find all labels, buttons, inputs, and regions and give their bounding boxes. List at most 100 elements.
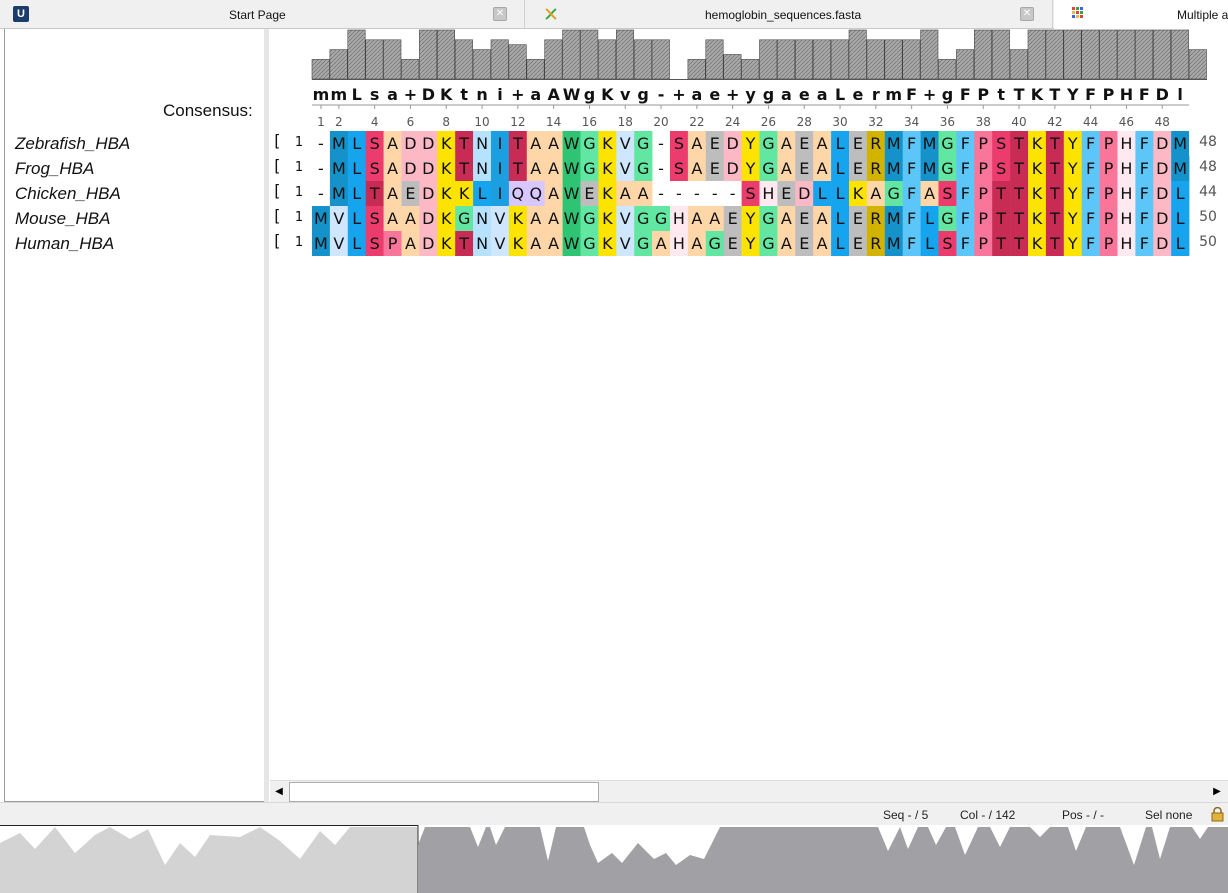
residue-cell[interactable] (508, 231, 528, 256)
residue-cell[interactable] (652, 206, 671, 231)
lock-icon[interactable] (1211, 807, 1224, 822)
residue-cell[interactable] (598, 156, 617, 181)
residue-cell[interactable] (938, 206, 957, 231)
residue-cell[interactable] (419, 231, 438, 256)
residue-cell[interactable] (616, 181, 635, 206)
residue-cell[interactable] (813, 206, 832, 231)
residue-cell[interactable] (849, 156, 868, 181)
residue-cell[interactable] (419, 181, 438, 206)
residue-cell[interactable] (920, 131, 939, 156)
residue-cell[interactable] (777, 206, 796, 231)
residue-cell[interactable] (1117, 181, 1136, 206)
residue-cell[interactable] (1099, 206, 1118, 231)
residue-cell[interactable] (670, 156, 689, 181)
residue-cell[interactable] (491, 181, 510, 206)
residue-cell[interactable] (1153, 231, 1172, 256)
residue-cell[interactable] (544, 181, 563, 206)
residue-cell[interactable] (1081, 206, 1100, 231)
residue-cell[interactable] (1063, 206, 1082, 231)
residue-cell[interactable] (419, 131, 438, 156)
residue-cell[interactable] (1081, 131, 1100, 156)
residue-cell[interactable] (598, 231, 617, 256)
residue-cell[interactable] (795, 231, 814, 256)
residue-cell[interactable] (920, 156, 939, 181)
residue-cell[interactable] (455, 181, 474, 206)
residue-cell[interactable] (759, 231, 778, 256)
residue-cell[interactable] (1135, 231, 1154, 256)
residue-cell[interactable] (920, 231, 939, 256)
residue-cell[interactable] (1028, 231, 1047, 256)
residue-cell[interactable] (705, 131, 724, 156)
residue-cell[interactable] (347, 156, 366, 181)
residue-cell[interactable] (383, 156, 402, 181)
residue-cell[interactable] (849, 206, 868, 231)
residue-cell[interactable] (759, 181, 778, 206)
residue-cell[interactable] (687, 231, 707, 256)
residue-cell[interactable] (616, 206, 635, 231)
residue-cell[interactable] (437, 156, 456, 181)
residue-cell[interactable] (616, 231, 635, 256)
residue-cell[interactable] (974, 131, 993, 156)
residue-cell[interactable] (1171, 131, 1190, 156)
residue-cell[interactable] (938, 231, 957, 256)
residue-cell[interactable] (974, 206, 993, 231)
residue-cell[interactable] (455, 206, 474, 231)
residue-cell[interactable] (938, 156, 957, 181)
residue-cell[interactable] (419, 206, 438, 231)
residue-cell[interactable] (902, 231, 921, 256)
residue-cell[interactable] (813, 231, 832, 256)
residue-cell[interactable] (526, 156, 545, 181)
residue-cell[interactable] (1028, 131, 1047, 156)
close-icon[interactable]: ✕ (493, 7, 507, 21)
residue-cell[interactable] (526, 206, 545, 231)
residue-cell[interactable] (1045, 156, 1065, 181)
residue-cell[interactable] (884, 156, 903, 181)
residue-cell[interactable] (1117, 206, 1136, 231)
residue-cell[interactable] (759, 131, 778, 156)
residue-cell[interactable] (974, 156, 993, 181)
residue-cell[interactable] (884, 181, 903, 206)
residue-cell[interactable] (419, 156, 438, 181)
residue-cell[interactable] (759, 206, 778, 231)
residue-cell[interactable] (884, 131, 903, 156)
residue-cell[interactable] (777, 231, 796, 256)
residue-cell[interactable] (455, 156, 474, 181)
residue-cell[interactable] (813, 131, 832, 156)
residue-cell[interactable] (508, 206, 528, 231)
residue-cell[interactable] (455, 231, 474, 256)
residue-cell[interactable] (491, 131, 510, 156)
residue-cell[interactable] (1171, 156, 1190, 181)
scroll-left-arrow[interactable]: ◀ (275, 786, 283, 797)
residue-cell[interactable] (437, 181, 456, 206)
residue-cell[interactable] (365, 206, 384, 231)
residue-cell[interactable] (1117, 156, 1136, 181)
residue-cell[interactable] (1010, 181, 1029, 206)
residue-cell[interactable] (723, 131, 742, 156)
residue-cell[interactable] (831, 156, 850, 181)
residue-cell[interactable] (938, 131, 957, 156)
residue-cell[interactable] (1045, 206, 1065, 231)
residue-cell[interactable] (884, 206, 903, 231)
residue-cell[interactable] (1099, 231, 1118, 256)
residue-cell[interactable] (1028, 181, 1047, 206)
residue-cell[interactable] (831, 206, 850, 231)
residue-cell[interactable] (741, 206, 760, 231)
residue-cell[interactable] (634, 131, 653, 156)
overview-visible-region[interactable] (0, 827, 418, 893)
residue-cell[interactable] (1010, 131, 1029, 156)
tab-start-page[interactable]: U Start Page ✕ (0, 0, 525, 29)
residue-cell[interactable] (437, 131, 456, 156)
residue-cell[interactable] (866, 181, 886, 206)
residue-cell[interactable] (1081, 181, 1100, 206)
residue-cell[interactable] (473, 231, 492, 256)
residue-cell[interactable] (1063, 181, 1082, 206)
residue-cell[interactable] (473, 206, 492, 231)
residue-cell[interactable] (347, 181, 366, 206)
sequence-name[interactable]: Human_HBA (15, 234, 115, 253)
residue-cell[interactable] (580, 156, 599, 181)
residue-cell[interactable] (1045, 131, 1065, 156)
residue-cell[interactable] (956, 206, 975, 231)
residue-cell[interactable] (562, 156, 581, 181)
residue-cell[interactable] (365, 231, 384, 256)
